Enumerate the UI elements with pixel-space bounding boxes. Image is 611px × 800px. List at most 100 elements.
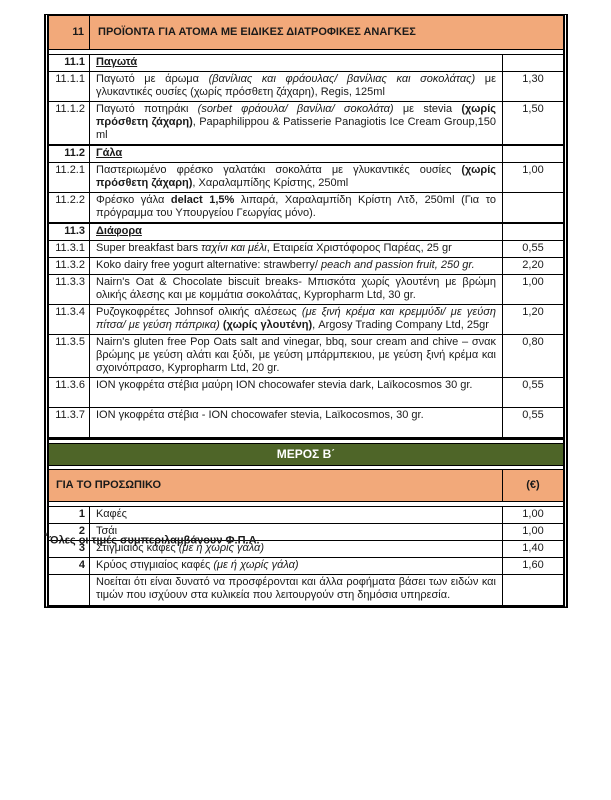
text-run: Νοείται ότι είναι δυνατό να προσφέρονται… [96,576,496,601]
row-price: 1,60 [522,559,544,571]
row-price: 1,40 [522,542,544,554]
text-run: delact 1,5% [170,194,235,206]
row-number: 11 [49,16,90,49]
part-b-rows: 1 Καφές 1,00 2 Τσάι 1,00 3 Στιγμιαίος καφές (με… [49,507,563,605]
row-description: Τσάι [90,524,503,540]
row-description: Super breakfast bars ταχίνι και μέλι, Ετ… [90,241,503,257]
row-number: 11.2.2 [49,193,90,222]
table-row: 11.1.2 Παγωτό ποτηράκι (sorbet φράουλα/ β… [49,102,563,145]
row-price: 0,55 [522,242,544,254]
text-run: Στιγμιαίος καφές [96,542,179,554]
row-number: 3 [49,541,90,557]
row-description: Koko dairy free yogurt alternative: stra… [90,258,503,274]
table-row: 11.3.2 Koko dairy free yogurt alternative… [49,258,563,275]
text-run: λιπαρά, Χαραλαμπίδη Κρίστη Λτδ, 250ml (Γ… [96,194,497,219]
text-run: Καφές [96,508,127,520]
row-price: 1,00 [522,276,544,288]
row-number: 11.1.2 [49,102,90,144]
row-price: 0,80 [522,336,544,348]
table-row: 11.3.7 ΙΟΝ γκοφρέτα στέβια - ION chocowaf… [49,408,563,440]
table-row: 1 Καφές 1,00 [49,507,563,524]
text-run: ΙΟΝ γκοφρέτα στέβια μαύρη ION chocowafer… [96,379,473,391]
row-number: 2 [49,524,90,540]
table-row: Νοείται ότι είναι δυνατό να προσφέρονται… [49,575,563,605]
row-price: 0,55 [522,379,544,391]
row-number: 11.3.3 [49,275,90,304]
row-description: ΙΟΝ γκοφρέτα στέβια - ION chocowafer ste… [90,408,503,437]
text-run: με stevia [393,103,462,115]
text-run: (χωρίς πρόσθετη ζάχαρη) [96,164,496,189]
row-description: Παγωτό με άρωμα (βανίλιας και φράουλας/ … [90,72,503,101]
row-price: 1,50 [522,103,544,115]
row-description: Nairn's Oat & Chocolate biscuit breaks- … [90,275,503,304]
row-number: 11.3.5 [49,335,90,377]
table-row: 2 Τσάι 1,00 [49,524,563,541]
text-run: Γάλα [96,147,123,159]
footnote-marker: * [44,531,48,541]
row-number: 11.3.1 [49,241,90,257]
table-row: 3 Στιγμιαίος καφές (με ή χωρίς γάλα) 1,40 [49,541,563,558]
footnote-text: Όλες οι τιμές συμπεριλαμβάνουν Φ.Π.Α. [49,534,260,547]
row-price: 1,30 [522,73,544,85]
row-price [503,224,563,240]
text-run: , Χαραλαμπίδης Κρίστης, 250ml [192,177,349,189]
row-price: 1,00 [522,164,544,176]
footnote: * Όλες οι τιμές συμπεριλαμβάνουν Φ.Π.Α. [44,530,260,548]
text-run: Super breakfast bars [96,242,202,254]
row-number: 11.1 [49,55,90,71]
row-number: 11.3.2 [49,258,90,274]
text-run: Φρέσκο γάλα [96,194,171,206]
row-number: 11.3.6 [49,378,90,407]
section-title: ΠΡΟΪΟΝΤΑ ΓΙΑ ΑΤΟΜΑ ΜΕ ΕΙΔΙΚΕΣ ΔΙΑΤΡΟΦΙΚΕ… [98,26,416,38]
table-row: 11.3.4 Ρυζογκοφρέτες Johnsof ολικής αλέσε… [49,305,563,335]
row-price: 1,20 [522,306,544,318]
part-b-header-row: ΓΙΑ ΤΟ ΠΡΟΣΩΠΙΚΟ (€) [49,469,563,502]
row-description: Διάφορα [90,224,503,240]
price-table: 11 ΠΡΟΪΟΝΤΑ ΓΙΑ ΑΤΟΜΑ ΜΕ ΕΙΔΙΚΕΣ ΔΙΑΤΡΟΦ… [44,14,568,608]
table-row: 11.3.6 ΙΟΝ γκοφρέτα στέβια μαύρη ION choc… [49,378,563,408]
text-run: ΙΟΝ γκοφρέτα στέβια - ION chocowafer ste… [96,409,424,421]
text-run: (χωρίς πρόσθετη ζάχαρη) [96,103,496,128]
part-a-rows: 11.1 Παγωτά 11.1.1 Παγωτό με άρωμα (βανίλια… [49,55,563,440]
text-run: με γλυκαντικές ουσίες (χωρίς πρόσθετη ζά… [96,73,496,98]
text-run: (με ή χωρίς γάλα) [178,542,264,554]
text-run: Παγωτά [96,56,138,68]
text-run: Nairn's gluten free Pop Oats salt and vi… [96,336,496,374]
text-run: (sorbet φράουλα/ βανίλια/ σοκολάτα) [197,103,394,115]
text-run: (χωρίς γλουτένη) [222,319,313,331]
row-number: 1 [49,507,90,523]
row-price [503,146,563,162]
table-row: 11.1.1 Παγωτό με άρωμα (βανίλιας και φράο… [49,72,563,102]
row-price: 1,00 [522,525,544,537]
currency-header: (€) [526,479,540,491]
text-run: Koko dairy free yogurt alternative: stra… [96,259,321,271]
table-row: 11.2.2 Φρέσκο γάλα delact 1,5% λιπαρά, Χα… [49,193,563,223]
text-run: , Εταιρεία Χριστόφορος Παρέας, 25 gr [266,242,452,254]
table-row: 11.3.1 Super breakfast bars ταχίνι και μέ… [49,241,563,258]
row-number: 11.2 [49,146,90,162]
row-description: Στιγμιαίος καφές (με ή χωρίς γάλα) [90,541,503,557]
row-description: Ρυζογκοφρέτες Johnsof ολικής αλέσεως (με… [90,305,503,334]
row-price [503,55,563,71]
text-run: , Argosy Trading Company Ltd, 25gr [312,319,489,331]
table-row: 11.2.1 Παστεριωμένο φρέσκο γαλατάκι σοκολ… [49,163,563,193]
row-number: 11.3.4 [49,305,90,334]
spacer [49,50,563,55]
table-row: 11.2 Γάλα [49,145,563,163]
text-run: Παγωτό με άρωμα [96,73,209,85]
part-b-band-title: ΜΕΡΟΣ Β΄ [276,447,336,461]
table-row: 11.3 Διάφορα [49,223,563,241]
spacer [49,502,563,507]
text-run: (βανίλιας και φράουλας/ βανίλιας και σοκ… [208,73,476,85]
part-b-title: ΓΙΑ ΤΟ ΠΡΟΣΩΠΙΚΟ [49,470,503,501]
row-number: 11.3 [49,224,90,240]
row-price [503,193,563,222]
row-number: 4 [49,558,90,574]
row-price: 0,55 [522,409,544,421]
text-run: Διάφορα [96,225,142,237]
row-description: Παγωτό ποτηράκι (sorbet φράουλα/ βανίλια… [90,102,503,144]
text-run: Παστεριωμένο φρέσκο γαλατάκι σοκολάτα με… [96,164,462,176]
text-run: Κρύος στιγμιαίος καφές [96,559,214,571]
row-number [49,575,90,605]
